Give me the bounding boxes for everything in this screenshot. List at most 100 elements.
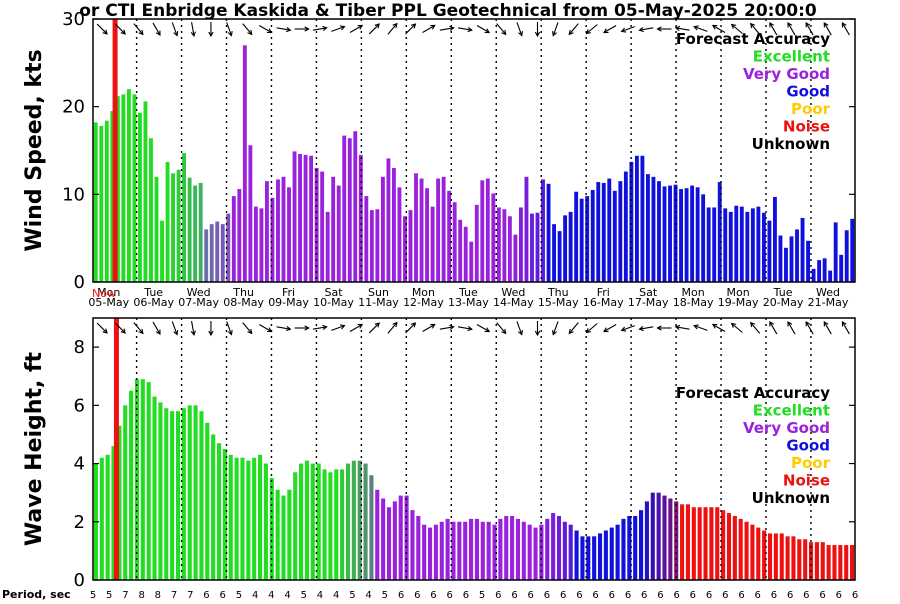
wind-bar-71 xyxy=(485,178,490,282)
wind-arrowhead-12 xyxy=(322,25,328,32)
wind-arrow-21 xyxy=(476,25,490,33)
wind-bar-90 xyxy=(590,189,595,282)
wind-bar-97 xyxy=(629,161,634,282)
wind-bar-18 xyxy=(193,185,198,282)
wave-bar-64 xyxy=(469,518,474,580)
wave-frame xyxy=(92,317,856,581)
wind-bar-35 xyxy=(287,187,291,282)
period-value-43: 6 xyxy=(787,590,793,600)
wave-bar-72 xyxy=(515,518,521,580)
wind-bar-49 xyxy=(364,196,369,282)
wind-bar-121 xyxy=(761,212,766,282)
wave-bar-89 xyxy=(615,524,620,580)
wind-bar-76 xyxy=(513,234,518,282)
wind-arrow-25 xyxy=(552,22,559,36)
wave-bar-102 xyxy=(691,507,696,580)
period-value-26: 6 xyxy=(511,590,517,600)
wave-bar-39 xyxy=(322,469,327,580)
wave-bar-61 xyxy=(451,521,456,580)
wind-arrow-9 xyxy=(259,25,272,33)
wind-bar-58 xyxy=(414,173,418,282)
wave-bar-45 xyxy=(357,460,362,580)
wave-bar-96 xyxy=(656,492,661,580)
period-value-33: 6 xyxy=(625,590,631,600)
wave-bar-86 xyxy=(597,533,603,580)
wave-ytick-label-4: 8 xyxy=(74,337,85,358)
wave-bar-8 xyxy=(140,379,145,580)
wind-arrow-30 xyxy=(639,27,654,31)
wave-bar-40 xyxy=(328,472,333,580)
wind-arrow-26 xyxy=(568,23,579,35)
wave-arrow-26 xyxy=(568,322,579,334)
wave-arrow-1 xyxy=(114,322,126,334)
wave-arrowhead-0 xyxy=(102,328,108,334)
wave-arrowhead-38 xyxy=(787,320,793,327)
wave-arrowhead-1 xyxy=(120,328,126,334)
wind-bar-22 xyxy=(215,221,220,282)
wave-bar-57 xyxy=(427,527,433,580)
wind-bar-25 xyxy=(231,196,236,282)
wind-bar-4 xyxy=(115,96,120,283)
wave-bar-11 xyxy=(158,402,163,580)
wind-bar-42 xyxy=(325,211,330,282)
wind-arrow-36 xyxy=(750,23,761,35)
period-value-31: 6 xyxy=(592,590,598,600)
day-date-4: 09-May xyxy=(268,296,309,309)
wind-bar-83 xyxy=(552,224,556,282)
wave-bar-119 xyxy=(791,536,796,580)
wave-ytick-label-3: 6 xyxy=(74,395,85,416)
wind-bar-132 xyxy=(822,258,827,282)
wave-arrow-28 xyxy=(603,324,617,332)
wave-bar-26 xyxy=(246,460,251,580)
wave-bar-106 xyxy=(715,507,720,580)
day-date-11: 16-May xyxy=(583,296,624,309)
wave-bar-33 xyxy=(287,489,292,580)
wind-arrow-41 xyxy=(841,22,850,36)
wind-bar-46 xyxy=(347,138,352,282)
wind-arrowhead-8 xyxy=(247,29,253,36)
wind-arrowhead-25 xyxy=(552,31,557,37)
period-value-47: 6 xyxy=(852,590,858,600)
wind-bar-103 xyxy=(662,186,667,282)
wind-bar-130 xyxy=(811,268,816,282)
wind-bar-31 xyxy=(265,181,269,282)
wave-bar-74 xyxy=(527,524,532,580)
wind-bar-114 xyxy=(723,208,728,282)
wave-legend-entry-4: Noise xyxy=(783,472,830,490)
wave-bar-90 xyxy=(621,518,626,580)
wave-bar-27 xyxy=(252,457,257,580)
wind-bar-23 xyxy=(220,224,225,282)
wind-arrowhead-21 xyxy=(484,28,491,34)
wind-arrow-32 xyxy=(675,27,690,31)
wave-bar-113 xyxy=(756,527,761,580)
wind-arrowhead-6 xyxy=(208,31,214,38)
wind-arrowhead-20 xyxy=(467,26,473,33)
wave-arrowhead-22 xyxy=(501,328,507,335)
wind-bar-135 xyxy=(839,254,844,282)
wave-bar-71 xyxy=(510,515,515,580)
wind-arrow-29 xyxy=(621,26,635,32)
wind-bar-128 xyxy=(800,218,805,282)
wave-bar-84 xyxy=(586,536,591,580)
wave-legend-entry-3: Poor xyxy=(791,454,831,472)
wind-bar-111 xyxy=(706,207,711,282)
day-date-13: 18-May xyxy=(673,296,714,309)
wind-arrow-39 xyxy=(805,22,814,36)
wind-frame xyxy=(92,18,856,283)
wind-bar-70 xyxy=(480,180,485,282)
wave-bar-97 xyxy=(662,495,667,580)
wave-bar-35 xyxy=(299,463,304,580)
wave-bar-56 xyxy=(422,524,427,580)
wind-arrowhead-7 xyxy=(227,31,233,37)
wave-bar-116 xyxy=(773,533,778,580)
wind-bar-104 xyxy=(668,185,672,282)
wind-arrow-18 xyxy=(422,25,435,33)
period-value-7: 6 xyxy=(203,590,209,600)
day-date-2: 07-May xyxy=(178,296,219,309)
wave-arrow-8 xyxy=(242,322,253,334)
day-name-7: Mon xyxy=(412,286,435,299)
wave-bar-6 xyxy=(129,390,134,580)
wave-arrow-15 xyxy=(368,322,380,334)
wave-bar-12 xyxy=(164,408,169,580)
wind-bar-7 xyxy=(132,94,137,282)
